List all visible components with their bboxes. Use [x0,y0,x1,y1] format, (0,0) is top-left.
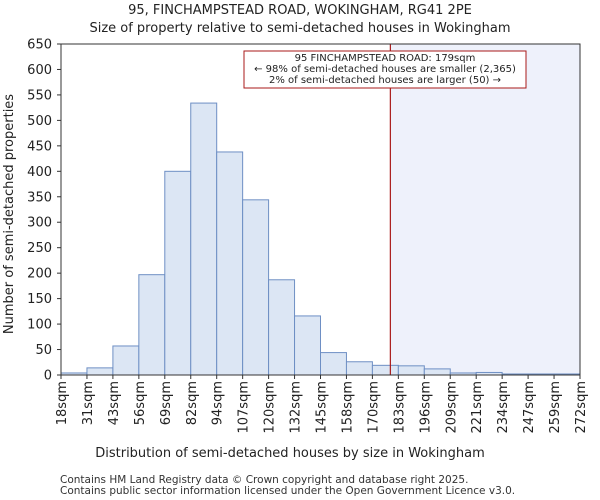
footer-line-2: Contains public sector information licen… [60,485,515,497]
bar-196sqm [423,368,451,376]
y-tick-label: 450 [27,139,52,154]
bar-43sqm [112,345,140,376]
y-tick-label: 400 [27,165,52,180]
x-tick-label: 94sqm [211,381,226,425]
y-tick-label: 0 [44,369,52,384]
bar-132sqm [294,315,321,376]
x-tick-label: 272sqm [574,381,589,434]
bar-94sqm [216,151,244,376]
x-tick-label: 31sqm [81,381,96,425]
x-tick-label: 82sqm [185,381,200,425]
bar-31sqm [86,367,114,376]
y-tick-label: 650 [27,38,52,53]
x-tick-label: 209sqm [444,381,459,434]
larger-region-highlight [390,44,580,375]
bar-183sqm [397,365,425,376]
y-tick-label: 550 [27,88,52,103]
x-tick-label: 234sqm [496,381,511,434]
y-tick-label: 200 [27,267,52,282]
x-tick-label: 170sqm [366,381,381,434]
x-tick-label: 183sqm [392,381,407,434]
bar-82sqm [190,102,218,376]
y-tick-label: 600 [27,63,52,78]
y-tick-label: 100 [27,318,52,333]
y-tick-label: 250 [27,241,52,256]
chart-subtitle: Size of property relative to semi-detach… [89,21,510,36]
x-tick-label: 158sqm [340,381,355,434]
annotation-line-1: 95 FINCHAMPSTEAD ROAD: 179sqm [295,53,476,64]
x-tick-label: 18sqm [55,381,70,425]
bar-145sqm [320,352,347,376]
x-tick-label: 120sqm [263,381,278,434]
x-tick-label: 69sqm [159,381,174,425]
annotation-line-2: ← 98% of semi-detached houses are smalle… [254,64,516,75]
y-tick-label: 500 [27,114,52,129]
y-axis-label: Number of semi-detached properties [2,94,17,334]
x-tick-label: 221sqm [470,381,485,434]
x-tick-label: 259sqm [548,381,563,434]
bar-56sqm [138,274,166,376]
bar-170sqm [371,364,399,376]
chart-title: 95, FINCHAMPSTEAD ROAD, WOKINGHAM, RG41 … [128,3,472,18]
annotation-line-3: 2% of semi-detached houses are larger (5… [269,75,501,86]
annotation-box: 95 FINCHAMPSTEAD ROAD: 179sqm ← 98% of s… [243,50,527,89]
x-tick-label: 43sqm [107,381,122,425]
bar-120sqm [268,279,296,376]
x-tick-label: 107sqm [237,381,252,434]
y-tick-label: 50 [35,343,52,358]
x-axis-label: Distribution of semi-detached houses by … [95,446,485,461]
bar-158sqm [345,361,373,376]
bar-69sqm [164,170,192,376]
x-tick-label: 247sqm [522,381,537,434]
annotation-frame [243,50,527,89]
x-tick-label: 56sqm [133,381,148,425]
bar-107sqm [242,199,270,376]
footer-line-1: Contains HM Land Registry data © Crown c… [60,474,468,486]
x-tick-label: 145sqm [315,381,330,434]
x-tick-label: 196sqm [418,381,433,434]
y-tick-label: 150 [27,292,52,307]
x-tick-label: 132sqm [289,381,304,434]
y-tick-label: 300 [27,216,52,231]
y-tick-label: 350 [27,190,52,205]
